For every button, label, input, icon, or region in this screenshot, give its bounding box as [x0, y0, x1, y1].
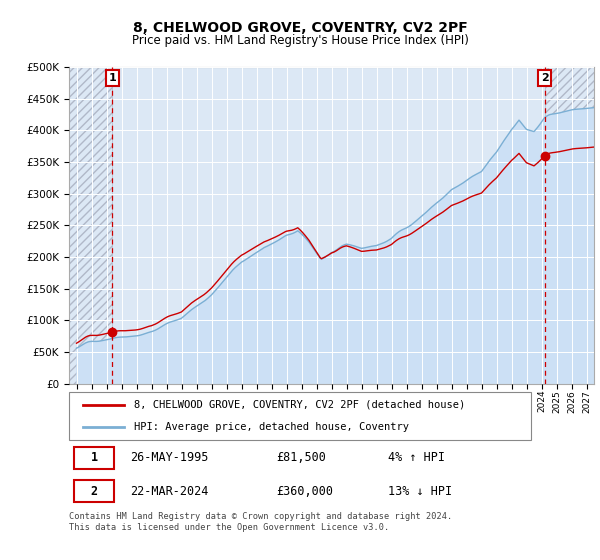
- Text: HPI: Average price, detached house, Coventry: HPI: Average price, detached house, Cove…: [134, 422, 409, 432]
- Text: £81,500: £81,500: [276, 451, 326, 464]
- FancyBboxPatch shape: [69, 392, 531, 440]
- Text: 26-MAY-1995: 26-MAY-1995: [130, 451, 208, 464]
- Text: £360,000: £360,000: [276, 485, 333, 498]
- Text: Price paid vs. HM Land Registry's House Price Index (HPI): Price paid vs. HM Land Registry's House …: [131, 34, 469, 46]
- Text: 22-MAR-2024: 22-MAR-2024: [130, 485, 208, 498]
- Text: Contains HM Land Registry data © Crown copyright and database right 2024.
This d: Contains HM Land Registry data © Crown c…: [69, 512, 452, 532]
- FancyBboxPatch shape: [74, 480, 114, 502]
- Text: 13% ↓ HPI: 13% ↓ HPI: [388, 485, 452, 498]
- Text: 2: 2: [91, 485, 98, 498]
- Text: 1: 1: [109, 73, 116, 83]
- Text: 4% ↑ HPI: 4% ↑ HPI: [388, 451, 445, 464]
- Text: 2: 2: [541, 73, 548, 83]
- FancyBboxPatch shape: [74, 447, 114, 469]
- Text: 8, CHELWOOD GROVE, COVENTRY, CV2 2PF (detached house): 8, CHELWOOD GROVE, COVENTRY, CV2 2PF (de…: [134, 400, 465, 410]
- Text: 8, CHELWOOD GROVE, COVENTRY, CV2 2PF: 8, CHELWOOD GROVE, COVENTRY, CV2 2PF: [133, 21, 467, 35]
- Text: 1: 1: [91, 451, 98, 464]
